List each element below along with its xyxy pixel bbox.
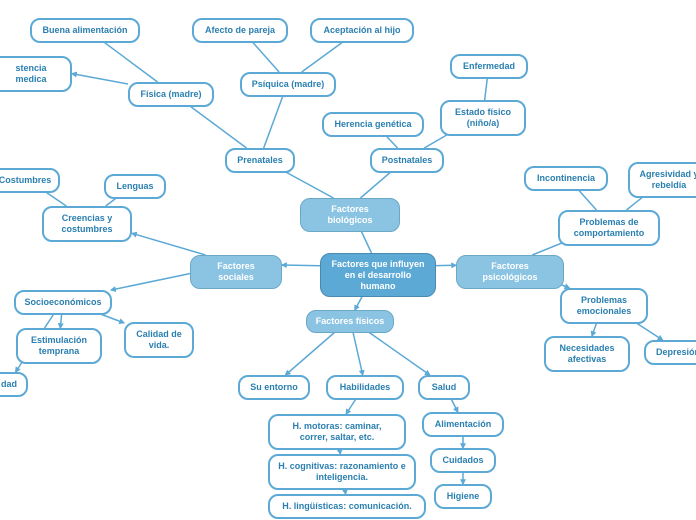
node-herencia: Herencia genética — [322, 112, 424, 137]
node-psiquica_m: Psíquica (madre) — [240, 72, 336, 97]
node-calidad: Calidad de vida. — [124, 322, 194, 358]
node-root: Factores que influyen en el desarrollo h… — [320, 253, 436, 297]
edge-fisica_m-buena_alim — [98, 38, 157, 82]
node-h_mot: H. motoras: caminar, correr, saltar, etc… — [268, 414, 406, 450]
edge-soc-creencias — [132, 233, 206, 255]
node-socioec: Socioeconómicos — [14, 290, 112, 315]
node-entorno: Su entorno — [238, 375, 310, 400]
node-h_ling: H. lingüísticas: comunicación. — [268, 494, 426, 519]
node-asist_med: stencia medica — [0, 56, 72, 92]
node-postnat: Postnatales — [370, 148, 444, 173]
node-fisica_m: Física (madre) — [128, 82, 214, 107]
node-aliment: Alimentación — [422, 412, 504, 437]
node-cuidados: Cuidados — [430, 448, 496, 473]
node-neces_af: Necesidades afectivas — [544, 336, 630, 372]
node-habil: Habilidades — [326, 375, 404, 400]
node-lenguas: Lenguas — [104, 174, 166, 199]
node-estado_f: Estado físico (niño/a) — [440, 100, 526, 136]
node-creencias: Creencias y costumbres — [42, 206, 132, 242]
node-enfermedad: Enfermedad — [450, 54, 528, 79]
edge-psiquica_m-acept_h — [302, 38, 349, 72]
node-dad: dad — [0, 372, 28, 397]
node-costumbres: Costumbres — [0, 168, 60, 193]
node-agres: Agresividad y rebeldía — [628, 162, 696, 198]
node-incont: Incontinencia — [524, 166, 608, 191]
node-estim_t: Estimulación temprana — [16, 328, 102, 364]
edge-fisica_m-asist_med — [72, 74, 128, 84]
edge-prenat-fisica_m — [184, 102, 246, 148]
edge-root-soc — [282, 265, 320, 266]
node-prenat: Prenatales — [225, 148, 295, 173]
node-bio: Factores biológicos — [300, 198, 400, 232]
node-fis: Factores físicos — [306, 310, 394, 333]
edge-fis-entorno — [286, 328, 340, 375]
edge-soc-socioec — [111, 273, 193, 290]
edge-prenat-psiquica_m — [264, 92, 285, 148]
node-depr: Depresión — [644, 340, 696, 365]
edge-fis-habil — [352, 328, 363, 375]
node-psi: Factores psicológicos — [456, 255, 564, 289]
node-higiene: Higiene — [434, 484, 492, 509]
node-h_cog: H. cognitivas: razonamiento e inteligenc… — [268, 454, 416, 490]
node-salud: Salud — [418, 375, 470, 400]
edge-psiquica_m-afecto_p — [249, 38, 279, 72]
node-afecto_p: Afecto de pareja — [192, 18, 288, 43]
node-acept_h: Aceptación al hijo — [310, 18, 414, 43]
edge-fis-salud — [363, 328, 430, 375]
node-prob_comp: Problemas de comportamiento — [558, 210, 660, 246]
node-soc: Factores sociales — [190, 255, 282, 289]
node-buena_alim: Buena alimentación — [30, 18, 140, 43]
node-prob_emo: Problemas emocionales — [560, 288, 648, 324]
